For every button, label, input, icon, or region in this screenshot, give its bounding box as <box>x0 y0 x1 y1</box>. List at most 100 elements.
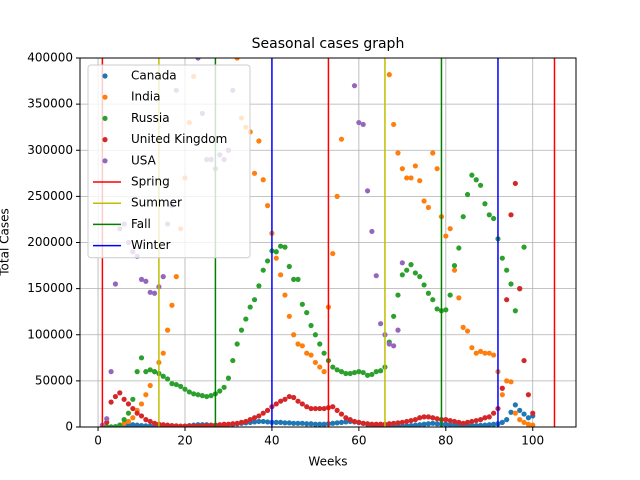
data-point <box>460 324 466 330</box>
data-point <box>512 180 518 187</box>
data-point <box>377 421 384 427</box>
data-point <box>447 417 453 424</box>
data-point <box>204 393 210 400</box>
data-point <box>334 193 340 199</box>
data-point <box>304 350 310 356</box>
x-tick-label: 80 <box>438 434 453 448</box>
data-point <box>134 410 140 416</box>
plot-area <box>99 58 556 427</box>
data-point <box>456 295 462 301</box>
data-point <box>360 369 366 376</box>
data-point <box>364 421 371 427</box>
data-point <box>182 386 188 392</box>
data-point <box>125 401 132 407</box>
data-point <box>134 369 140 375</box>
data-point <box>173 423 179 427</box>
legend-label: Fall <box>131 217 151 231</box>
data-point <box>108 369 114 375</box>
data-point <box>317 341 323 347</box>
data-point <box>104 424 110 427</box>
data-point <box>404 175 410 181</box>
data-point <box>117 422 123 427</box>
legend-label: Canada <box>131 69 177 83</box>
data-point <box>221 421 227 427</box>
y-tick-label: 150000 <box>27 281 73 295</box>
data-point <box>108 424 114 427</box>
data-point <box>499 385 505 391</box>
data-point <box>173 381 179 388</box>
data-point <box>517 417 523 423</box>
y-tick-label: 200000 <box>27 235 73 249</box>
data-point <box>373 421 379 427</box>
data-point <box>464 419 471 425</box>
data-point <box>278 398 284 404</box>
data-point <box>317 364 323 370</box>
data-point <box>238 419 245 425</box>
data-point <box>191 391 197 397</box>
data-point <box>343 419 349 425</box>
data-point <box>499 392 505 398</box>
data-point <box>356 419 362 425</box>
legend-label: USA <box>131 153 157 167</box>
data-point <box>499 255 505 261</box>
data-point <box>338 419 345 425</box>
data-point <box>225 375 232 381</box>
data-point <box>117 390 123 396</box>
data-point <box>425 204 432 211</box>
data-point <box>243 316 249 322</box>
legend-label: India <box>131 90 160 104</box>
legend-marker <box>102 115 108 121</box>
legend-marker <box>102 73 108 79</box>
data-point <box>334 367 340 373</box>
data-point <box>364 372 371 378</box>
data-point <box>486 350 492 356</box>
data-point <box>308 352 314 358</box>
data-point <box>151 369 158 375</box>
data-point <box>334 420 340 426</box>
data-point <box>408 175 414 181</box>
data-point <box>151 420 158 426</box>
data-point <box>521 411 527 417</box>
data-point <box>521 419 527 425</box>
data-point <box>299 420 305 426</box>
legend-label: Russia <box>131 111 170 125</box>
data-point <box>130 405 136 412</box>
y-tick-label: 50000 <box>35 373 73 387</box>
data-point <box>125 418 132 425</box>
data-point <box>295 420 301 426</box>
data-point <box>373 273 379 279</box>
data-point <box>308 322 314 329</box>
data-point <box>147 367 153 373</box>
data-point <box>399 419 405 425</box>
data-point <box>425 421 432 427</box>
data-point <box>451 418 458 425</box>
data-point <box>425 414 432 420</box>
data-point <box>491 421 497 427</box>
data-point <box>251 415 258 421</box>
data-point <box>369 228 375 235</box>
data-point <box>530 410 536 416</box>
data-point <box>338 411 345 417</box>
data-point <box>304 421 310 427</box>
data-point <box>282 292 288 298</box>
data-point <box>369 371 375 378</box>
data-point <box>112 393 119 400</box>
data-point <box>508 409 514 415</box>
data-point <box>504 417 510 423</box>
data-point <box>243 418 249 425</box>
data-point <box>360 121 366 128</box>
data-point <box>395 150 401 156</box>
data-point <box>208 422 214 427</box>
data-point <box>134 422 140 427</box>
data-point <box>291 394 297 401</box>
data-point <box>521 357 527 364</box>
data-point <box>295 398 301 404</box>
data-point <box>512 402 518 408</box>
data-point <box>530 422 536 427</box>
data-point <box>321 350 327 356</box>
data-point <box>486 414 492 420</box>
data-point <box>308 421 314 427</box>
data-point <box>408 262 414 268</box>
data-point <box>412 270 418 276</box>
data-point <box>443 421 449 427</box>
